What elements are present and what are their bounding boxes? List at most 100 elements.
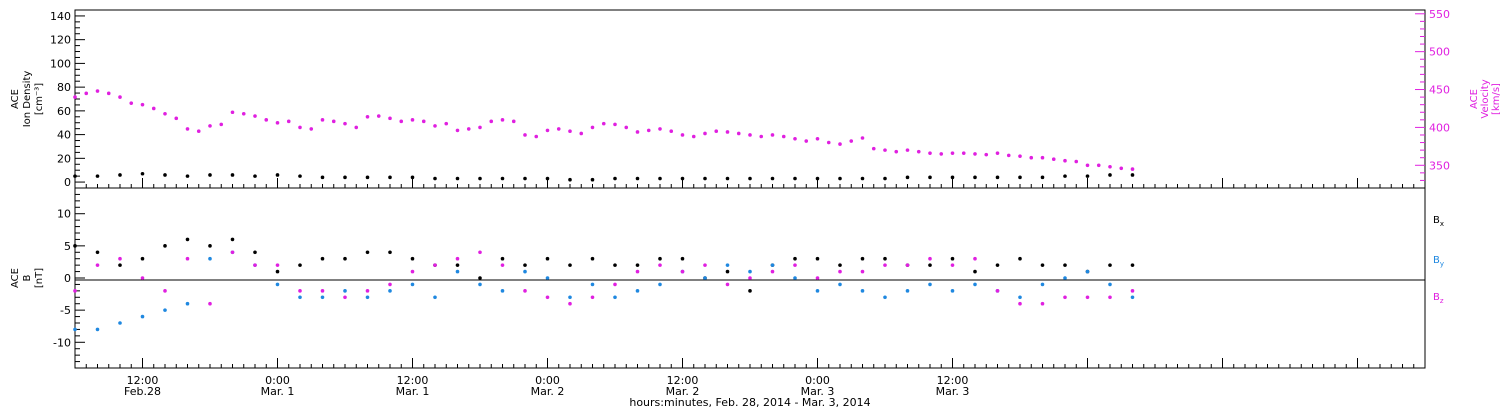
velocity-point (1108, 164, 1112, 169)
density-point (905, 175, 910, 180)
bz-point (568, 301, 572, 306)
by-point (950, 289, 955, 293)
bx-point (500, 256, 505, 261)
x-tick-date-label: Mar. 1 (396, 385, 430, 398)
by-point (73, 327, 77, 332)
velocity-point (613, 122, 617, 127)
by-point (320, 295, 325, 300)
by-point (725, 263, 730, 267)
x-tick-time-label: 12:00 (397, 374, 429, 387)
velocity-point (860, 136, 865, 140)
density-point (1040, 175, 1045, 180)
bz-point (793, 263, 797, 267)
bx-point (793, 256, 797, 261)
by-point (748, 269, 752, 274)
bx-point (118, 263, 122, 267)
legend-bx-main: B (1433, 215, 1440, 226)
density-point (275, 173, 280, 177)
velocity-point (646, 128, 651, 133)
bx-point (298, 263, 302, 267)
bx-point (860, 256, 865, 261)
bx-point (320, 256, 325, 261)
velocity-point (973, 152, 977, 156)
bz-point (748, 276, 752, 280)
bx-point (815, 256, 820, 261)
bz-point (973, 256, 977, 261)
velocity-point (444, 121, 449, 126)
velocity-point (691, 134, 696, 139)
bz-point (343, 295, 347, 300)
velocity-point (590, 125, 595, 130)
density-point (1085, 174, 1090, 178)
by-point (613, 295, 617, 300)
bz-point (1130, 289, 1135, 293)
density-point (73, 174, 77, 178)
legend-bz: Bz (1433, 292, 1444, 305)
bz-point (140, 276, 145, 280)
velocity-point (84, 91, 89, 96)
top-panel-frame (74, 9, 1426, 189)
bx-point (343, 256, 347, 261)
density-point (860, 176, 865, 181)
density-point (208, 173, 212, 177)
density-point (343, 175, 347, 180)
by-point (838, 282, 842, 287)
bx-point (230, 237, 235, 242)
bx-point (838, 263, 842, 267)
velocity-point (163, 111, 167, 116)
legend-bx-sub: x (1440, 220, 1444, 228)
legend-by-main: B (1433, 255, 1440, 266)
density-point (703, 176, 707, 181)
b-tick-label: 0 (64, 272, 71, 285)
bz-point (410, 269, 415, 274)
velocity-point (759, 134, 764, 139)
bz-point (703, 263, 707, 267)
density-point (523, 176, 527, 181)
bx-point (523, 263, 527, 267)
velocity-point (849, 139, 854, 143)
velocity-point (433, 124, 437, 128)
density-point (635, 176, 640, 181)
by-point (298, 295, 302, 300)
x-tick-time-label: 0:00 (805, 374, 830, 387)
density-point (725, 176, 730, 181)
velocity-point (1029, 155, 1034, 160)
bx-point (253, 250, 257, 255)
x-tick-date-label: Mar. 3 (801, 385, 835, 398)
by-point (95, 327, 100, 332)
velocity-point (838, 142, 842, 146)
velocity-point (1119, 166, 1124, 171)
velocity-point (1018, 154, 1022, 158)
velocity-point (871, 146, 876, 151)
velocity-point (680, 133, 685, 137)
density-point (680, 176, 685, 181)
velocity-point (545, 128, 550, 133)
bx-point (95, 250, 100, 255)
velocity-point (826, 140, 831, 145)
bz-point (883, 263, 887, 267)
bx-point (658, 256, 662, 261)
by-point (703, 276, 707, 280)
velocity-point (950, 151, 955, 155)
velocity-point (804, 139, 809, 143)
velocity-point (523, 133, 527, 137)
bz-point (815, 276, 820, 280)
velocity-point (725, 130, 730, 134)
bz-point (545, 295, 550, 300)
bx-point (73, 244, 77, 248)
bz-point (658, 263, 662, 267)
density-point (590, 177, 595, 182)
b-tick-label: -10 (53, 336, 71, 349)
by-point (590, 282, 595, 287)
velocity-point (410, 118, 415, 122)
x-tick-date-label: Mar. 2 (666, 385, 700, 398)
density-point (748, 176, 752, 181)
density-tick-label: 80 (57, 81, 71, 94)
velocity-point (883, 148, 887, 152)
velocity-point (421, 119, 426, 124)
velocity-point (388, 116, 392, 121)
density-point (950, 175, 955, 180)
by-point (275, 282, 280, 287)
density-point (1018, 175, 1022, 180)
